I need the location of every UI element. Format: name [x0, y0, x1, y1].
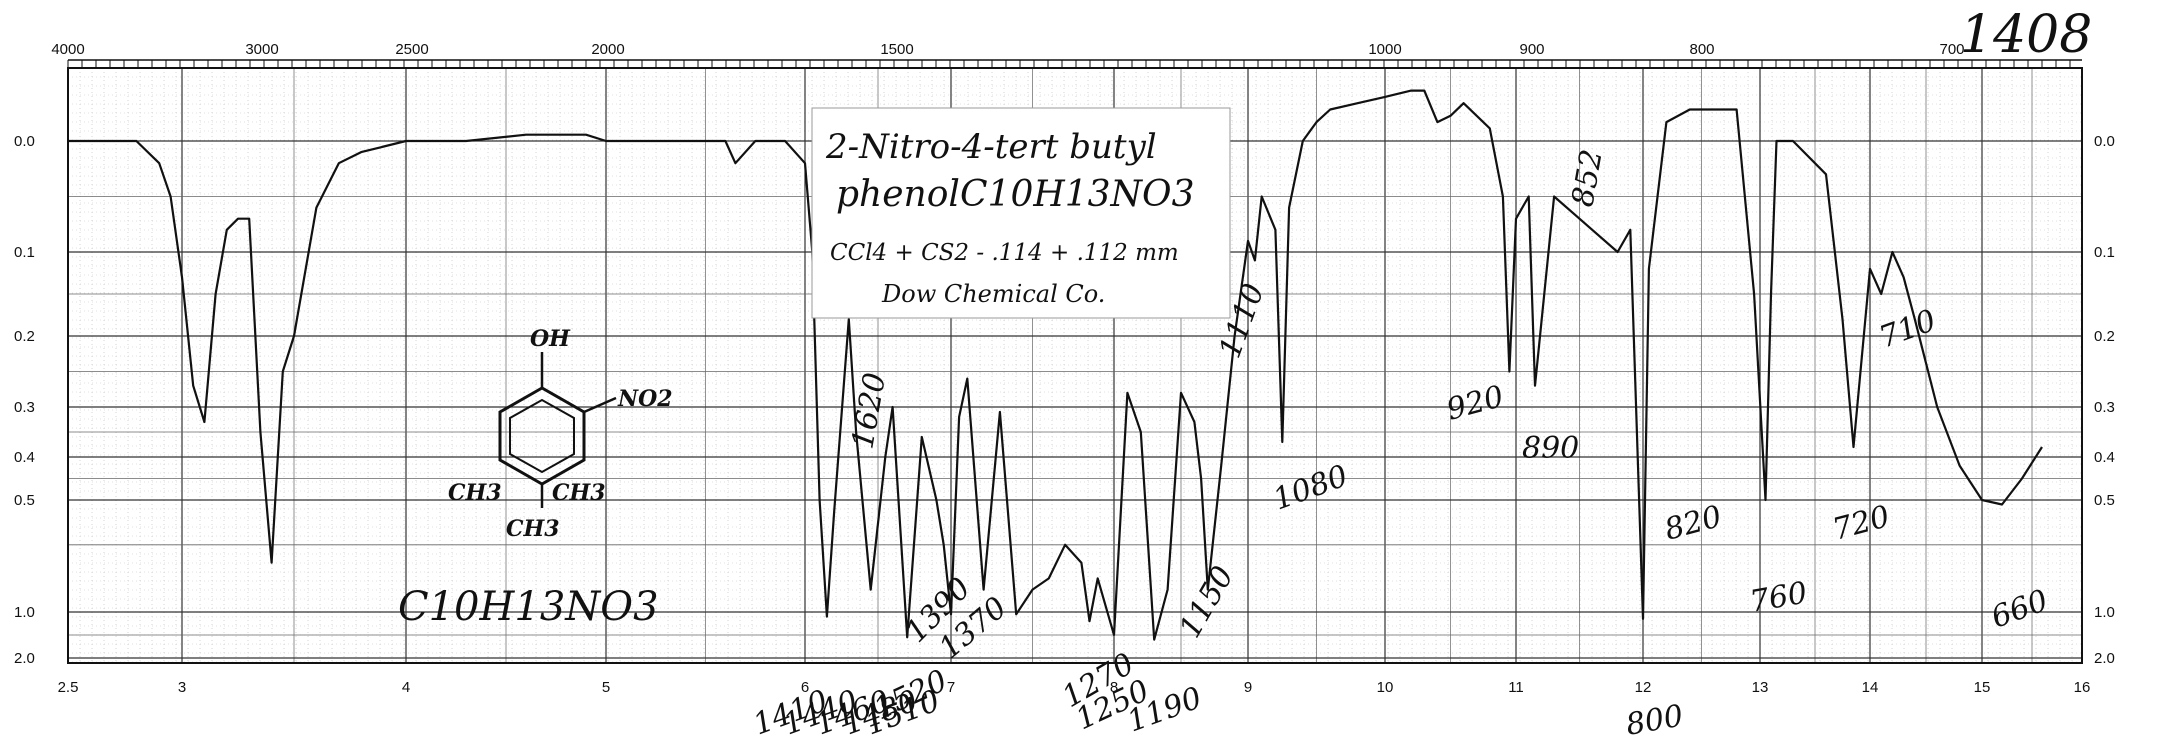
peak-annotation: 760	[1747, 575, 1809, 619]
top-tick-label: 800	[1689, 41, 1714, 58]
compound-name-line2: phenol	[836, 174, 960, 215]
structure-oh: OH	[530, 326, 571, 352]
bottom-formula: C10H13NO3	[398, 584, 659, 630]
bottom-tick-label: 11	[1508, 679, 1524, 696]
peak-annotation: 820	[1661, 499, 1725, 548]
bottom-tick-label: 9	[1244, 679, 1252, 696]
bottom-tick-label: 14	[1862, 679, 1879, 696]
chart-tick-labels: 4000 3000 2500 2000 1500 1000 900 800 700 2.5 3 4 5 6…	[14, 41, 2115, 696]
top-tick-label: 2000	[591, 41, 624, 58]
peak-annotation: 660	[1987, 583, 2053, 635]
peak-annotation: 920	[1443, 379, 1507, 428]
top-tick-label: 1000	[1368, 41, 1401, 58]
structure-drawing: OH NO2 CH3 CH3 CH3	[448, 326, 673, 542]
y-tick-label-right: 1.0	[2094, 604, 2115, 621]
bottom-tick-label: 3	[178, 679, 186, 696]
compound-name-line1: 2-Nitro-4-tert butyl	[825, 127, 1157, 167]
y-tick-label-left: 0.0	[14, 133, 35, 150]
peak-annotation: 852	[1565, 147, 1609, 209]
title-note: 2-Nitro-4-tert butyl phenol C10H13NO3 CC…	[811, 107, 1231, 319]
peak-annotation: 720	[1829, 499, 1893, 548]
bottom-tick-label: 7	[947, 679, 955, 696]
structure-left-ch3: CH3	[448, 480, 502, 506]
benzene-ring	[498, 386, 586, 486]
bottom-tick-label: 15	[1974, 679, 1991, 696]
no2-bond	[583, 396, 617, 414]
conditions: CCl4 + CS2 - .114 + .112 mm	[830, 240, 1179, 266]
bottom-tick-label: 2.5	[58, 679, 79, 696]
top-tick-label: 4000	[51, 41, 84, 58]
structure-bottom-ch3: CH3	[506, 516, 560, 542]
y-tick-label-left: 2.0	[14, 650, 35, 667]
bottom-tick-label: 6	[801, 679, 809, 696]
title-box	[811, 107, 1231, 319]
peak-annotation: 890	[1522, 431, 1579, 466]
y-tick-label-left: 1.0	[14, 604, 35, 621]
catalog-number: 1408	[1960, 5, 2092, 65]
y-tick-label-right: 0.4	[2094, 449, 2115, 466]
source: Dow Chemical Co.	[881, 280, 1105, 308]
top-tick-label: 2500	[395, 41, 428, 58]
top-tick-label: 1500	[880, 41, 913, 58]
y-tick-label-right: 0.5	[2094, 492, 2115, 509]
bottom-tick-label: 13	[1752, 679, 1769, 696]
y-tick-label-right: 0.1	[2094, 244, 2115, 261]
bottom-tick-label: 12	[1635, 679, 1652, 696]
peak-annotation: 800	[1623, 698, 1685, 735]
plot-frame	[67, 67, 2083, 664]
absorbance-trace	[68, 89, 2043, 641]
y-tick-label-left: 0.3	[14, 399, 35, 416]
peak-annotation: 1150	[1173, 560, 1241, 644]
chart-axes	[67, 59, 2083, 664]
y-tick-label-right: 0.2	[2094, 328, 2115, 345]
benzene-inner-ring	[509, 398, 575, 474]
top-tick-label: 900	[1519, 41, 1544, 58]
y-tick-label-left: 0.5	[14, 492, 35, 509]
structure-right-ch3: CH3	[552, 480, 606, 506]
y-tick-label-right: 2.0	[2094, 650, 2115, 667]
bottom-tick-label: 8	[1110, 679, 1118, 696]
y-tick-label-right: 0.3	[2094, 399, 2115, 416]
structure-no2: NO2	[617, 386, 673, 412]
y-tick-label-right: 0.0	[2094, 133, 2115, 150]
y-tick-label-left: 0.4	[14, 449, 35, 466]
y-tick-label-left: 0.2	[14, 328, 35, 345]
top-tick-label: 3000	[245, 41, 278, 58]
bottom-tick-label: 16	[2074, 679, 2091, 696]
bottom-tick-label: 5	[602, 679, 610, 696]
bottom-tick-label: 10	[1377, 679, 1394, 696]
top-tick-label: 700	[1939, 41, 1964, 58]
bottom-tick-label: 4	[402, 679, 410, 696]
compound-formula: C10H13NO3	[960, 174, 1194, 215]
y-tick-label-left: 0.1	[14, 244, 35, 261]
